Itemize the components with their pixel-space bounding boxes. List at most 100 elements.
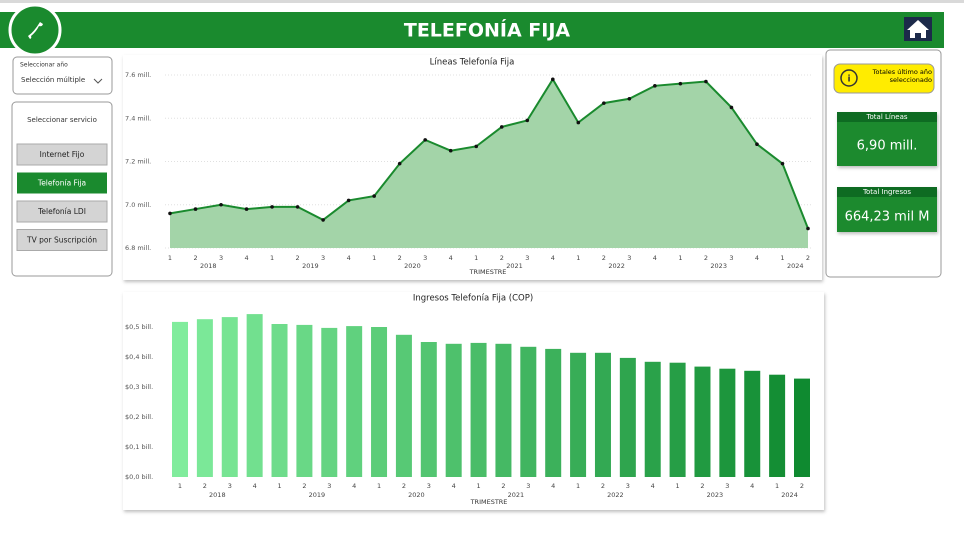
bar xyxy=(321,327,338,477)
bar xyxy=(445,343,462,477)
service-button[interactable] xyxy=(16,229,108,251)
point xyxy=(602,101,606,105)
bar xyxy=(594,352,611,477)
x-tick-label: 4 xyxy=(347,254,351,262)
x-tick-label: 1 xyxy=(270,254,274,262)
y-tick-label: 7.4 mill. xyxy=(125,114,151,122)
point xyxy=(474,144,479,149)
year-label: 2022 xyxy=(607,491,624,499)
point xyxy=(372,194,376,198)
x-tick-label: 1 xyxy=(372,254,376,262)
point xyxy=(678,81,683,86)
y-tick-label: $0,5 bill. xyxy=(125,323,153,331)
point xyxy=(219,202,223,207)
x-tick-label: 1 xyxy=(178,482,182,490)
year-label: 2023 xyxy=(707,491,724,499)
y-tick-label: 7.0 mill. xyxy=(125,201,151,209)
year-dropdown[interactable]: Selección múltiple xyxy=(21,76,85,84)
top-strip xyxy=(0,0,964,3)
bar xyxy=(246,314,263,477)
x-tick-label: 1 xyxy=(775,482,779,490)
kpi-card-header xyxy=(837,112,937,122)
bar xyxy=(644,361,661,477)
bar xyxy=(570,352,587,477)
x-tick-label: 3 xyxy=(729,254,733,262)
x-tick-label: 2 xyxy=(402,482,406,490)
x-tick-label: 1 xyxy=(676,482,680,490)
bar xyxy=(420,342,437,477)
x-tick-label: 3 xyxy=(626,482,630,490)
line xyxy=(169,77,809,229)
year-label: 2024 xyxy=(781,491,798,499)
x-tick-label: 3 xyxy=(627,254,631,262)
service-button-label[interactable]: Telefonía LDI xyxy=(37,207,86,216)
info-icon xyxy=(840,69,858,87)
x-tick-label: 2 xyxy=(806,254,810,262)
y-tick-label: $0,0 bill. xyxy=(125,473,153,481)
point xyxy=(295,205,300,209)
point xyxy=(423,138,428,142)
x-tick-label: 3 xyxy=(327,482,331,490)
x-tick-label: 3 xyxy=(526,482,530,490)
x-tick-label: 2 xyxy=(704,254,708,262)
point xyxy=(397,161,402,166)
point xyxy=(780,161,785,166)
x-tick-label: 3 xyxy=(321,254,325,262)
chart-title: Líneas Telefonía Fija xyxy=(430,58,515,68)
bar xyxy=(296,324,313,477)
y-tick-label: $0,1 bill. xyxy=(125,443,153,451)
year-label: 2021 xyxy=(506,262,523,270)
year-label: 2018 xyxy=(200,262,217,270)
x-tick-label: 3 xyxy=(725,482,729,490)
year-label: 2021 xyxy=(508,491,525,499)
point xyxy=(806,226,810,231)
home-button[interactable] xyxy=(904,17,932,41)
service-filter-label: Seleccionar servicio xyxy=(27,116,97,124)
bar xyxy=(172,321,188,477)
kpi-value: 6,90 mill. xyxy=(857,139,918,154)
point xyxy=(193,207,198,211)
phone-glyph xyxy=(28,22,43,39)
x-tick-label: 4 xyxy=(253,482,257,490)
bar xyxy=(619,357,636,477)
kpi-card-header xyxy=(837,187,937,197)
bar xyxy=(794,378,810,477)
service-button[interactable] xyxy=(17,172,107,194)
point xyxy=(704,79,708,84)
service-button[interactable] xyxy=(16,143,108,166)
year-filter-label: Seleccionar año xyxy=(20,62,68,69)
y-tick-label: 7.6 mill. xyxy=(125,71,151,79)
bar xyxy=(669,362,686,477)
point xyxy=(244,207,249,211)
bar xyxy=(196,319,213,477)
service-button-label[interactable]: Telefonía Fija xyxy=(37,179,86,188)
dropdown-arrow[interactable] xyxy=(93,78,103,84)
bar xyxy=(395,334,412,477)
x-tick-label: 4 xyxy=(452,482,456,490)
service-button[interactable] xyxy=(16,200,108,223)
y-tick-label: $0,4 bill. xyxy=(125,353,153,361)
x-tick-label: 4 xyxy=(352,482,356,490)
home-glyph[interactable] xyxy=(907,20,929,38)
y-tick-label: 6.8 mill. xyxy=(125,244,151,252)
service-button-label[interactable]: TV por Suscripción xyxy=(26,236,97,245)
x-tick-label: 3 xyxy=(427,482,431,490)
bar xyxy=(520,346,537,477)
x-tick-label: 2 xyxy=(501,482,505,490)
area-fill xyxy=(170,79,808,248)
x-tick-label: 4 xyxy=(750,482,754,490)
x-tick-label: 2 xyxy=(601,482,605,490)
x-tick-label: 2 xyxy=(602,254,606,262)
x-tick-label: 2 xyxy=(700,482,704,490)
bar xyxy=(271,324,288,477)
point xyxy=(576,120,581,125)
x-axis-label: TRIMESTRE xyxy=(469,268,507,276)
year-label: 2020 xyxy=(404,262,421,270)
info-glyph: i xyxy=(847,75,850,85)
year-filter[interactable] xyxy=(12,56,113,95)
x-tick-label: 1 xyxy=(476,482,480,490)
kpi-value: 664,23 mil M xyxy=(845,210,930,225)
x-tick-label: 1 xyxy=(277,482,281,490)
service-button-label[interactable]: Internet Fijo xyxy=(40,150,85,159)
year-label: 2019 xyxy=(309,491,326,499)
